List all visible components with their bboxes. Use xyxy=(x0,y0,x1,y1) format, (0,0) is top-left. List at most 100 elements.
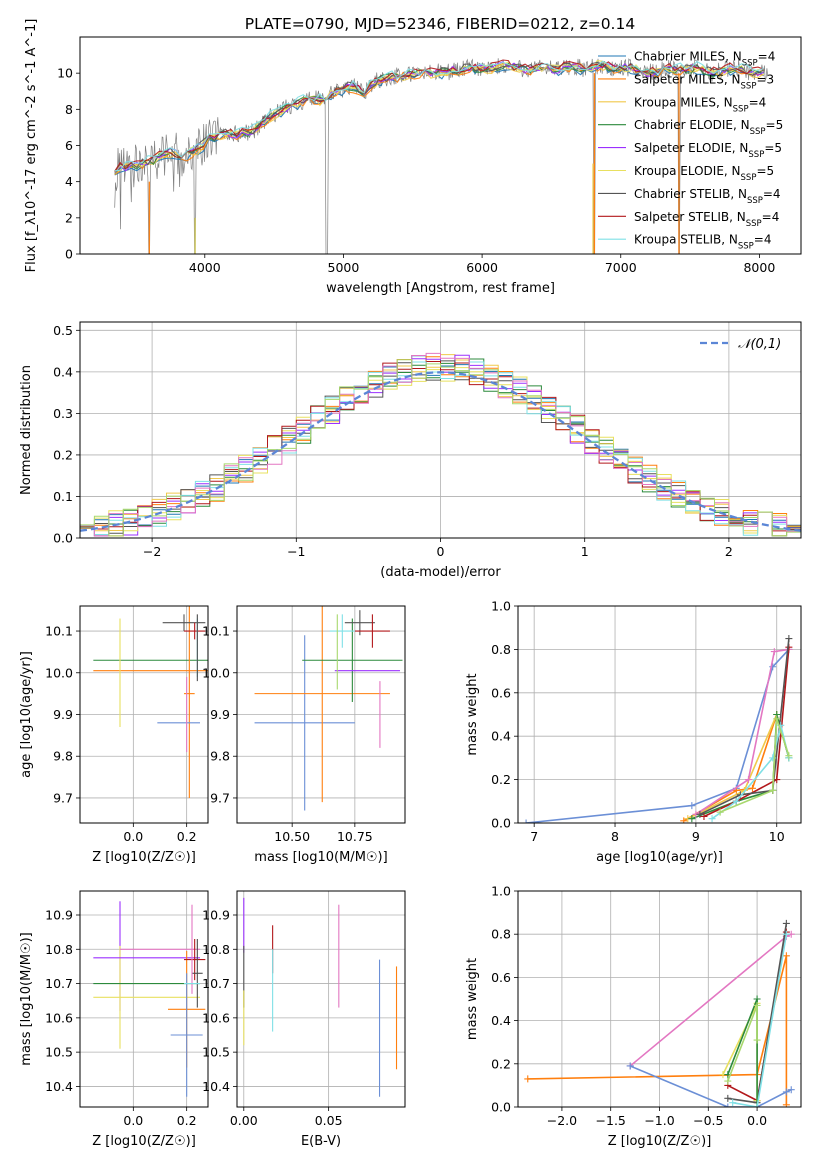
error-bar-point xyxy=(192,939,203,1008)
model-spectrum-line xyxy=(114,63,764,175)
mass-weight-vs-age-panel: 7 8 9 10 0.0 0.2 0.4 0.6 0.8 1.0 age [log10(age/yr… xyxy=(465,599,802,865)
x-tick-label: 0.0 xyxy=(123,1113,143,1128)
mass-weight-marker xyxy=(708,815,716,823)
legend-value: =4 xyxy=(754,233,772,247)
x-tick-label: 0.2 xyxy=(177,829,197,844)
y-tick-label: 0.3 xyxy=(53,406,73,421)
y-tick-label: 10 xyxy=(57,66,73,81)
y-tick-label: 0 xyxy=(65,247,73,262)
y-axis-label: Flux [f_λ10^-17 erg cm^-2 s^-1 A^-1] xyxy=(24,19,39,273)
plot-area xyxy=(522,635,793,823)
x-axis-label: mass [log10(M/M☉)] xyxy=(254,850,387,865)
y-tick-label: 9.8 xyxy=(53,749,73,764)
mass-weight-marker xyxy=(782,930,790,938)
x-tick-label: 10.75 xyxy=(337,829,373,844)
legend-value: =5 xyxy=(756,164,774,178)
y-tick-label: 9.7 xyxy=(53,790,73,805)
y-tick-label: 1.0 xyxy=(491,599,511,614)
error-bar-point xyxy=(254,606,390,803)
mass-weight-line xyxy=(695,648,790,815)
x-tick-label: 6000 xyxy=(466,260,498,275)
y-tick-label: 10.6 xyxy=(202,1010,230,1025)
legend-subscript: SSP xyxy=(747,196,763,206)
error-bar-point xyxy=(170,973,203,1097)
age-vs-mass-panel: 10.50 10.75 9.7 9.8 9.9 10.0 10.1 mass [log10(M… xyxy=(202,605,406,865)
y-tick-label: 9.8 xyxy=(210,749,230,764)
mass-weight-marker xyxy=(770,648,778,656)
mass-weight-marker xyxy=(744,776,752,784)
y-tick-label: 4 xyxy=(65,174,73,189)
x-tick-label: 1 xyxy=(581,544,589,559)
legend-subscript: SSP xyxy=(733,104,749,114)
legend-subscript: SSP xyxy=(742,59,758,69)
legend-subscript: SSP xyxy=(738,242,754,252)
legend-value: =5 xyxy=(766,118,784,132)
y-tick-label: 0.8 xyxy=(491,642,511,657)
legend-subscript: SSP xyxy=(741,173,757,183)
y-tick-label: 0.0 xyxy=(53,531,73,546)
error-bar-point xyxy=(184,622,206,640)
y-tick-label: 10.9 xyxy=(202,908,230,923)
mass-vs-ebv-panel: 0.00 0.05 10.4 10.5 10.6 10.7 10.8 10.9 E(B-V) xyxy=(202,890,406,1149)
legend-value: =3 xyxy=(756,72,774,86)
y-tick-label: 0.6 xyxy=(491,970,511,985)
y-tick-label: 0.6 xyxy=(491,685,511,700)
mass-weight-marker xyxy=(748,784,756,792)
x-axis-label: (data-model)/error xyxy=(380,565,501,580)
mass-weight-marker xyxy=(700,812,708,820)
y-tick-label: 0.2 xyxy=(491,772,511,787)
mass-weight-marker xyxy=(753,1036,761,1044)
plot-area xyxy=(254,606,403,811)
x-tick-label: 0.0 xyxy=(747,1113,767,1128)
gaussian-legend-label: 𝒩(0,1) xyxy=(738,337,781,352)
x-tick-label: 7 xyxy=(530,829,538,844)
mass-weight-marker xyxy=(696,810,704,818)
y-tick-label: 10.8 xyxy=(45,942,73,957)
x-axis-label: Z [log10(Z/Z☉)] xyxy=(92,850,196,865)
y-tick-label: 10.8 xyxy=(202,942,230,957)
x-tick-label: −1.0 xyxy=(644,1113,674,1128)
x-tick-label: 9 xyxy=(692,829,700,844)
model-spectrum-line xyxy=(114,63,764,176)
x-tick-label: 0 xyxy=(437,544,445,559)
y-tick-label: 6 xyxy=(65,138,73,153)
legend-subscript: SSP xyxy=(750,127,766,137)
legend-value: =4 xyxy=(763,187,781,201)
y-tick-label: 9.9 xyxy=(53,707,73,722)
x-axis-label: age [log10(age/yr)] xyxy=(596,850,723,865)
mass-weight-marker xyxy=(769,663,777,671)
error-bar-point xyxy=(184,606,195,798)
mass-weight-line xyxy=(699,638,790,816)
plot-area xyxy=(524,919,795,1107)
mass-weight-marker xyxy=(729,1099,737,1107)
y-tick-label: 0.4 xyxy=(491,729,511,744)
legend-value: =5 xyxy=(764,141,782,155)
plot-area xyxy=(114,58,769,254)
legend-subscript: SSP xyxy=(748,150,764,160)
x-tick-label: −1.5 xyxy=(596,1113,626,1128)
x-tick-label: −0.5 xyxy=(693,1113,723,1128)
y-tick-label: 10.7 xyxy=(45,976,73,991)
mass-weight-marker xyxy=(732,797,740,805)
mass-weight-marker xyxy=(688,815,696,823)
y-axis-label: Normed distribution xyxy=(19,365,34,495)
x-tick-label: 2 xyxy=(725,544,733,559)
error-bar-point xyxy=(302,618,403,702)
residual-histogram-step xyxy=(80,360,801,537)
y-tick-label: 10.5 xyxy=(45,1045,73,1060)
y-tick-label: 0.4 xyxy=(53,364,73,379)
plot-area xyxy=(93,606,208,798)
x-tick-label: 4000 xyxy=(189,260,221,275)
plot-area xyxy=(243,897,398,1097)
y-axis-label: mass weight xyxy=(465,958,480,1040)
y-tick-label: 0.2 xyxy=(53,447,73,462)
mass-weight-marker xyxy=(716,808,724,816)
mass-weight-marker xyxy=(753,1103,761,1107)
axes-frame xyxy=(236,890,406,1108)
x-axis-label: wavelength [Angstrom, rest frame] xyxy=(326,281,555,296)
plot-area xyxy=(93,901,206,1097)
residual-histogram-step xyxy=(80,359,801,537)
x-tick-label: −2.0 xyxy=(547,1113,577,1128)
x-tick-label: 5000 xyxy=(328,260,360,275)
